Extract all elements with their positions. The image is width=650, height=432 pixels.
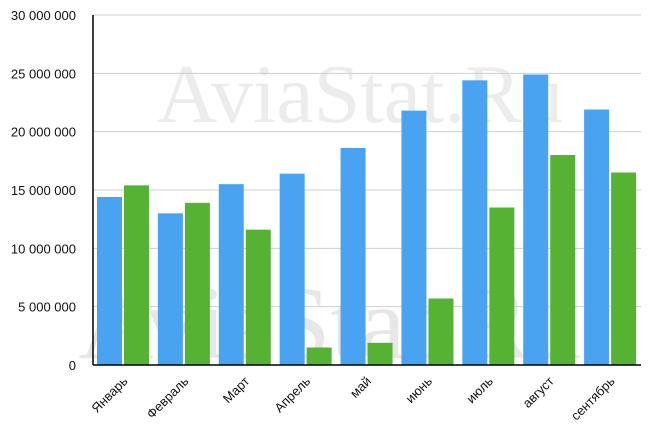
- bar: [401, 110, 427, 366]
- y-tick-label: 30 000 000: [11, 8, 76, 23]
- bar: [611, 172, 637, 365]
- bar: [184, 202, 210, 365]
- bar: [279, 173, 305, 365]
- bars: [97, 74, 637, 366]
- y-tick-label: 15 000 000: [11, 183, 76, 198]
- bar: [157, 213, 183, 365]
- bar: [523, 74, 549, 365]
- bar: [489, 207, 515, 365]
- y-tick-label: 20 000 000: [11, 125, 76, 140]
- watermark-top: AviaStat.Ru: [157, 48, 564, 141]
- bar: [306, 347, 332, 365]
- bar: [124, 185, 149, 365]
- y-axis-ticks: 0 5 000 000 10 000 000 15 000 000 20 000 000…: [11, 8, 76, 373]
- y-tick-label: 10 000 000: [11, 241, 76, 256]
- bar: [218, 184, 244, 365]
- y-tick-label: 25 000 000: [11, 66, 76, 81]
- y-tick-label: 5 000 000: [18, 300, 76, 315]
- bar: [97, 197, 122, 365]
- bar: [584, 109, 610, 365]
- bar: [367, 342, 393, 365]
- grid: [93, 14, 641, 308]
- bar: [340, 148, 366, 365]
- bar: [428, 298, 454, 365]
- bar: [550, 155, 576, 365]
- bar: [462, 80, 488, 365]
- y-tick-label: 0: [69, 358, 76, 373]
- bar: [245, 229, 271, 365]
